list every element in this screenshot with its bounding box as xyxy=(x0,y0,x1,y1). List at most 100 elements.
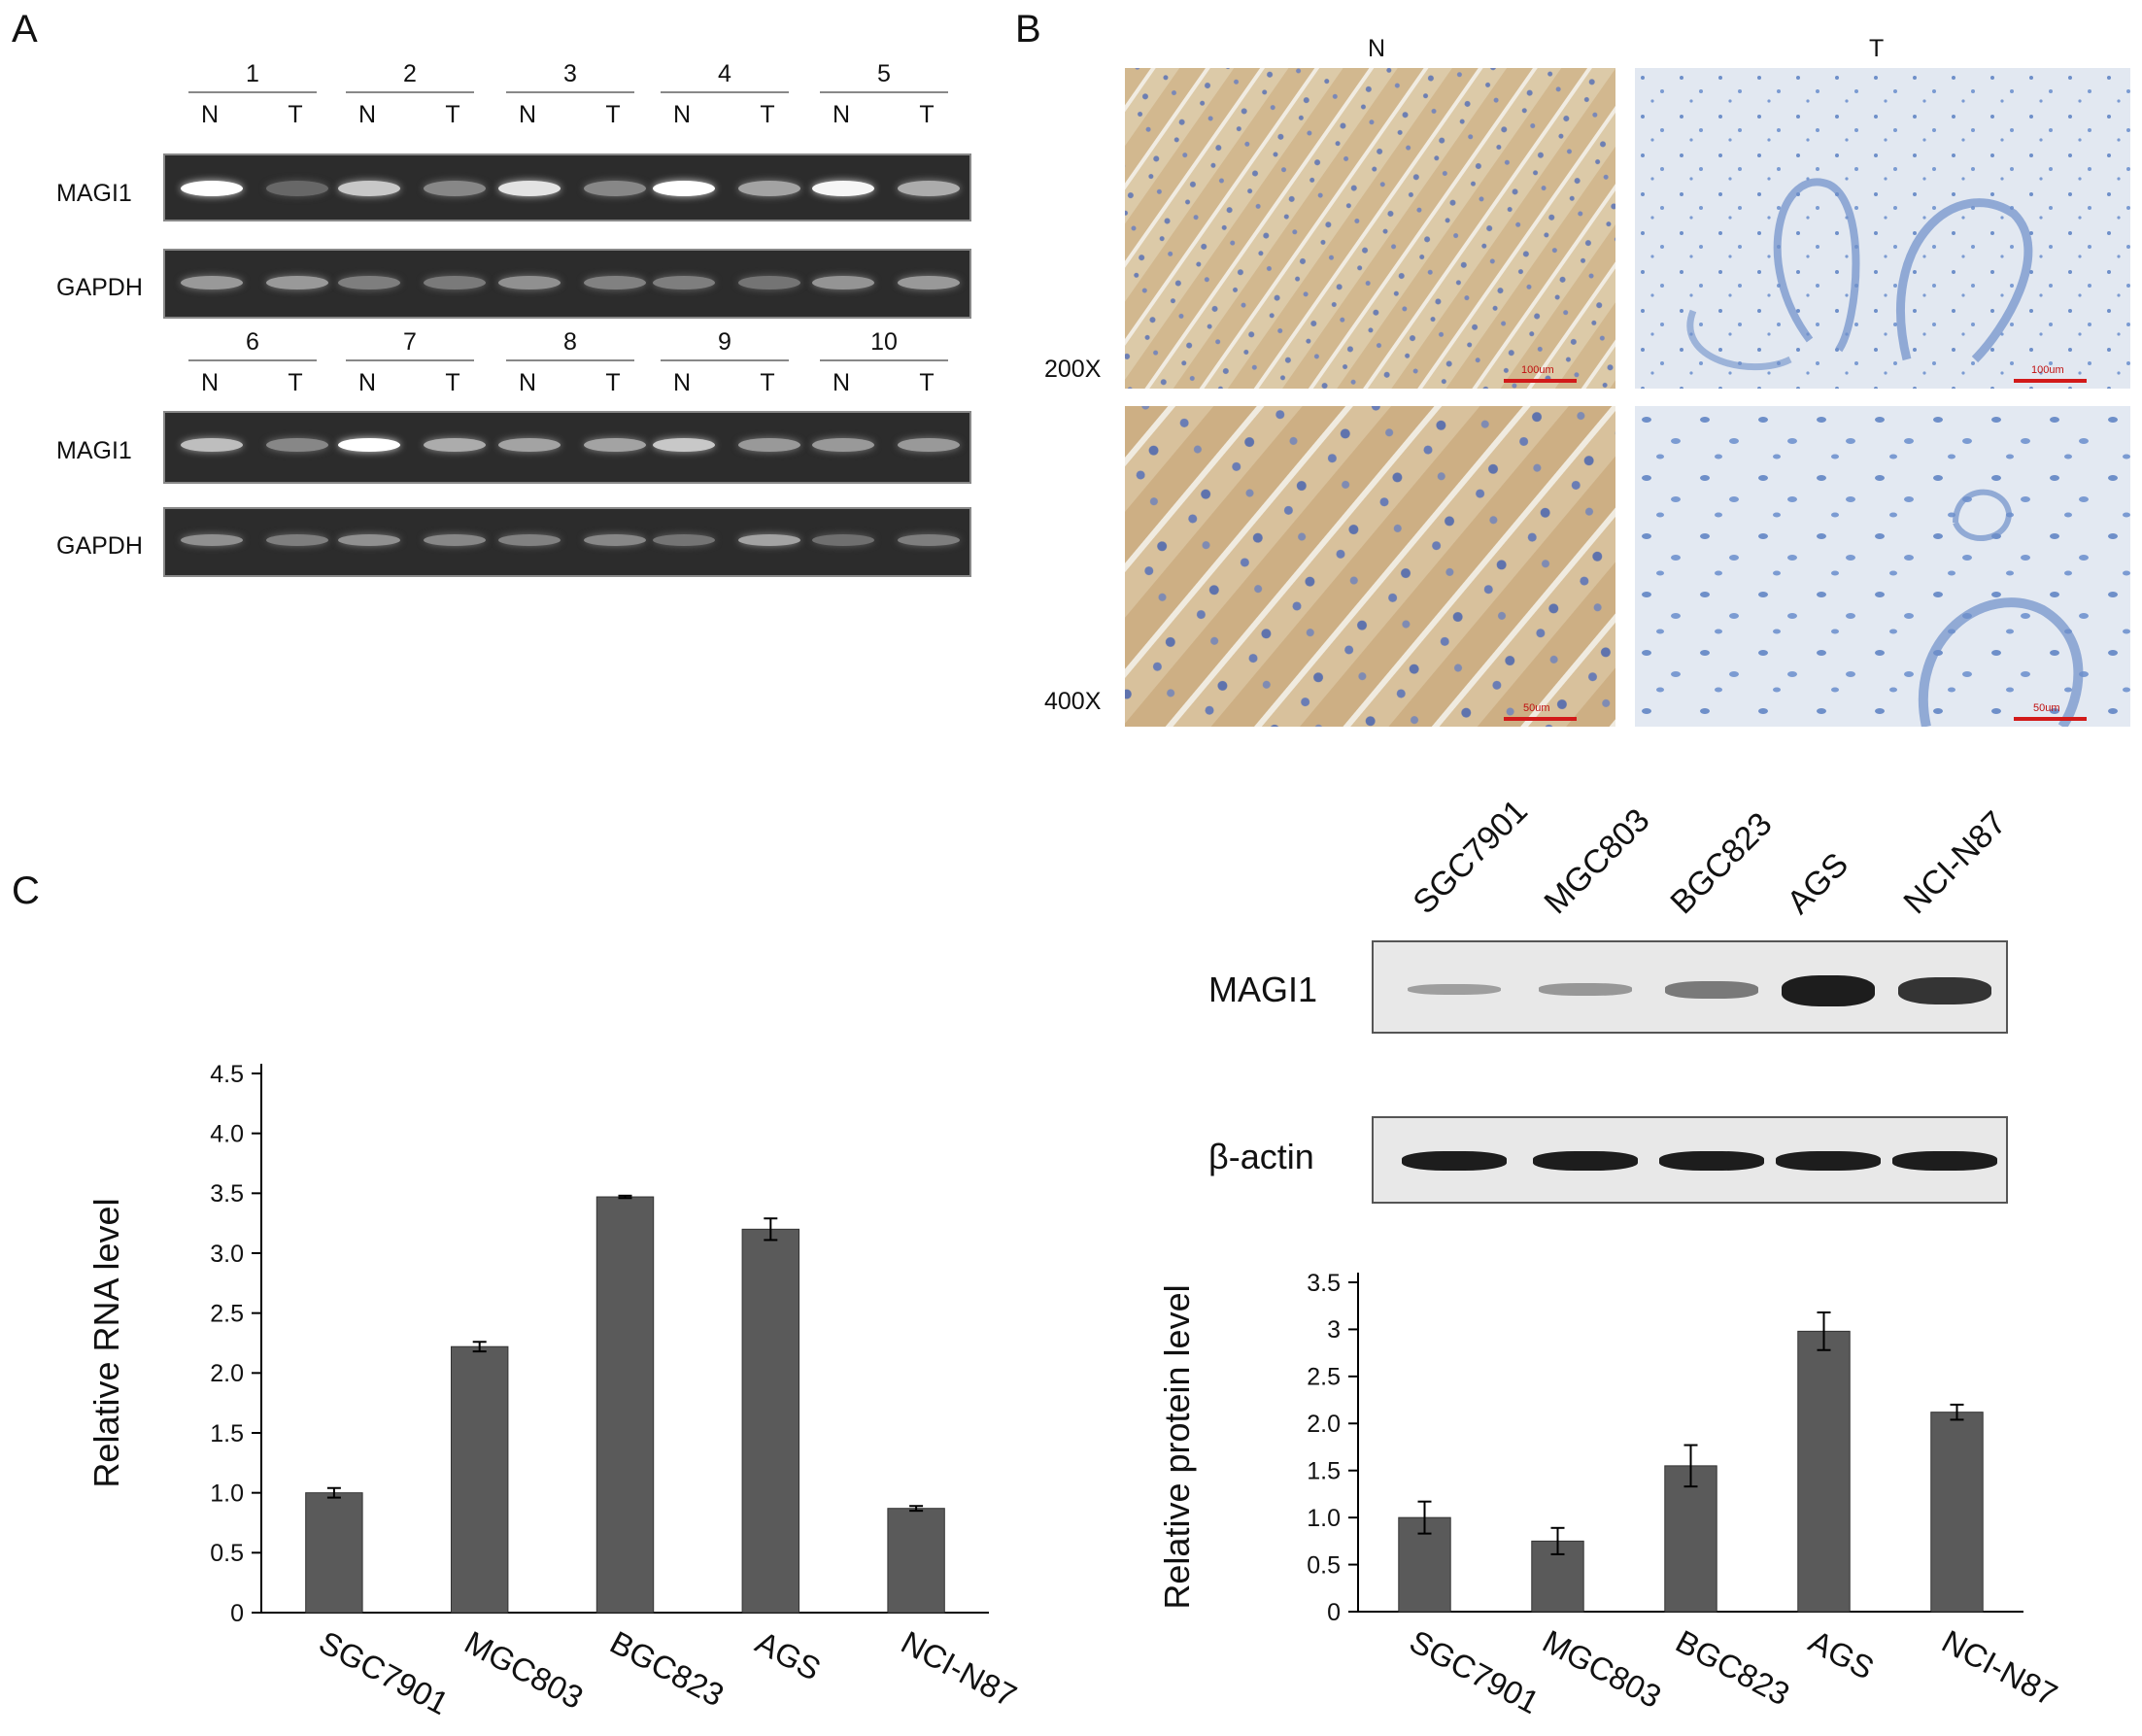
gel-pair-number: 8 xyxy=(563,328,577,356)
gel-pair-number: 2 xyxy=(403,60,417,87)
ihc-image-normal-400x: 50um xyxy=(1125,406,1615,727)
gel-band xyxy=(424,438,486,452)
gel-band xyxy=(181,534,243,546)
ihc-image-normal-200x: 100um xyxy=(1125,68,1615,389)
panel-label-b: B xyxy=(1015,8,1041,51)
ihc-texture-tumor-400x xyxy=(1635,406,2130,727)
ihc-texture-normal-400x xyxy=(1125,406,1615,727)
gel-magi1-top xyxy=(163,153,971,221)
gel-band xyxy=(584,181,646,196)
gel-lane-label-tumor: T xyxy=(919,101,935,128)
gel-band xyxy=(181,438,243,452)
panel-label-a: A xyxy=(12,8,38,51)
western-band xyxy=(1539,983,1632,996)
gel-band xyxy=(584,534,646,546)
gel-pair-divider xyxy=(820,359,948,361)
gel-lane-label-tumor: T xyxy=(288,101,303,128)
gel-band xyxy=(738,534,800,546)
western-lane-label: BGC823 xyxy=(1663,805,1780,922)
gel-band xyxy=(898,438,960,452)
y-tick-label: 2.0 xyxy=(1307,1411,1341,1438)
gel-band xyxy=(424,534,486,546)
gel-lane-label-tumor: T xyxy=(760,101,775,128)
x-tick-label: AGS xyxy=(750,1624,827,1687)
gel-band xyxy=(266,534,328,546)
western-band xyxy=(1408,983,1501,996)
y-tick-label: 3 xyxy=(1327,1316,1341,1344)
gel-band xyxy=(653,438,715,452)
western-row-label-magi1: MAGI1 xyxy=(1208,970,1318,1009)
gel-band xyxy=(584,438,646,452)
gel-lane-label-normal: N xyxy=(200,369,220,396)
western-lane-label: AGS xyxy=(1780,845,1856,922)
gel-lane-label-tumor: T xyxy=(445,101,460,128)
ihc-image-tumor-200x: 100um xyxy=(1635,68,2130,389)
x-tick-label: NCI-N87 xyxy=(896,1624,1023,1715)
western-band xyxy=(1665,981,1758,999)
gel-band xyxy=(266,276,328,289)
y-tick-label: 4.0 xyxy=(210,1120,244,1147)
gel-lane-label-normal: N xyxy=(672,369,692,396)
gel-pair-divider xyxy=(661,359,789,361)
gel-row-label-gapdh-bottom: GAPDH xyxy=(56,532,143,560)
panel-label-c: C xyxy=(12,869,40,912)
gel-lane-label-normal: N xyxy=(832,369,851,396)
gel-band xyxy=(653,276,715,289)
ihc-col-label-n: N xyxy=(1368,35,1386,62)
gel-band xyxy=(424,276,486,289)
y-tick-label: 2.5 xyxy=(210,1300,244,1327)
y-tick-label: 1.0 xyxy=(210,1480,244,1507)
gel-band xyxy=(812,181,874,196)
ihc-texture-tumor-200x xyxy=(1635,68,2130,389)
chart-relative-protein: 0 0.5 1.0 1.5 2.0 2.5 3 3.5 Relative protein lev… xyxy=(1157,1270,2063,1720)
y-tick-label: 3.5 xyxy=(1307,1270,1341,1297)
y-tick-label: 0 xyxy=(230,1600,244,1627)
gel-band xyxy=(338,181,400,196)
gel-band xyxy=(338,276,400,289)
gel-band xyxy=(266,181,328,196)
gel-band xyxy=(424,181,486,196)
scale-bar-label: 100um xyxy=(1521,364,1554,376)
x-tick-label: MGC803 xyxy=(459,1624,589,1717)
gel-band xyxy=(498,534,561,546)
gel-band xyxy=(498,181,561,196)
gel-band xyxy=(738,276,800,289)
gel-gapdh-top xyxy=(163,249,971,319)
gel-band xyxy=(898,181,960,196)
bar xyxy=(1930,1412,1984,1613)
western-band xyxy=(1776,1151,1881,1171)
western-band xyxy=(1659,1151,1764,1171)
scale-bar xyxy=(1504,379,1577,383)
gel-band xyxy=(498,276,561,289)
ihc-mag-label-200x: 200X xyxy=(1044,356,1102,383)
gel-lane-label-tumor: T xyxy=(288,369,303,396)
scale-bar-label: 50um xyxy=(2033,702,2060,714)
gel-pair-divider xyxy=(820,91,948,93)
y-axis-label: Relative protein level xyxy=(1157,1284,1197,1609)
gel-band xyxy=(338,534,400,546)
gel-pair-divider xyxy=(346,91,474,93)
gel-band xyxy=(653,181,715,196)
gel-pair-divider xyxy=(188,91,317,93)
gel-magi1-bottom xyxy=(163,411,971,484)
gel-pair-number: 1 xyxy=(246,60,259,87)
gel-pair-number: 7 xyxy=(403,328,417,356)
gel-row-label-magi1-top: MAGI1 xyxy=(56,180,132,207)
gel-pair-number: 9 xyxy=(718,328,731,356)
western-row-label-actin: β-actin xyxy=(1208,1137,1314,1176)
gel-band xyxy=(812,534,874,546)
gel-pair-divider xyxy=(506,91,634,93)
gel-pair-divider xyxy=(661,91,789,93)
bar xyxy=(1664,1465,1717,1613)
ihc-image-tumor-400x: 50um xyxy=(1635,406,2130,727)
x-tick-label: MGC803 xyxy=(1537,1623,1667,1716)
scale-bar xyxy=(1504,717,1577,721)
ihc-texture-normal-200x xyxy=(1125,68,1615,389)
gel-lane-label-normal: N xyxy=(357,369,377,396)
western-lane-label: MGC803 xyxy=(1537,801,1657,922)
y-tick-label: 3.0 xyxy=(210,1241,244,1268)
western-blot-actin xyxy=(1372,1116,2008,1204)
gel-lane-label-normal: N xyxy=(518,369,537,396)
gel-band xyxy=(181,181,243,196)
gel-band xyxy=(338,438,400,452)
